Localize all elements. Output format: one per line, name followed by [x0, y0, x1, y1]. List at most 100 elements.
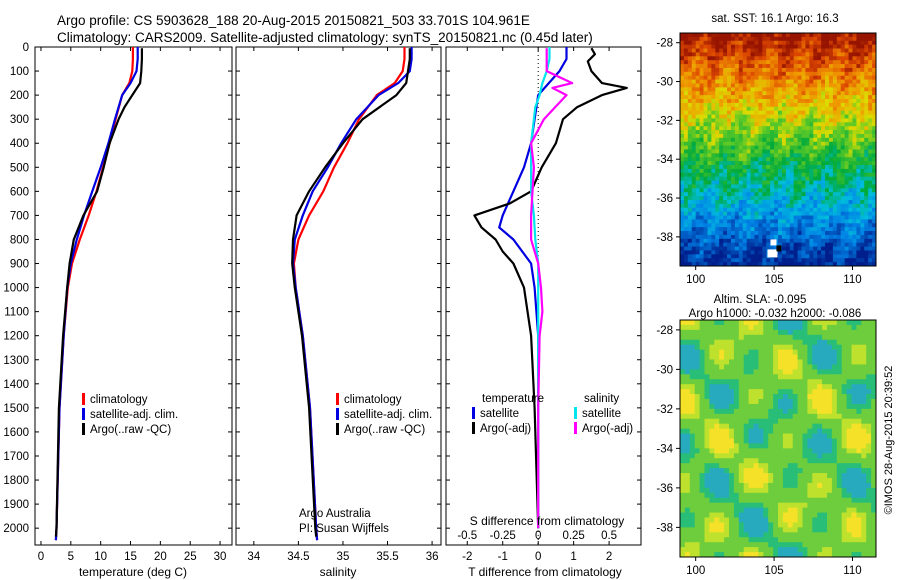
sla-cell [714, 492, 720, 499]
sla-cell [763, 497, 769, 504]
sst-cell [797, 33, 802, 38]
sla-cell [704, 423, 710, 430]
sst-cell [680, 231, 685, 236]
sst-cell [727, 36, 732, 42]
sst-cell [766, 199, 771, 205]
sla-cell [714, 384, 720, 390]
sst-cell [766, 157, 771, 162]
sla-cell [822, 364, 828, 370]
sst-cell [727, 141, 732, 147]
sst-cell [778, 231, 783, 236]
sla-cell [831, 453, 838, 459]
difference-panel [445, 46, 642, 546]
sla-cell [846, 349, 852, 355]
sst-cell [805, 168, 810, 174]
sst-cell [707, 157, 712, 162]
sst-cell [680, 165, 685, 170]
sst-cell [872, 192, 877, 197]
sst-cell [766, 122, 771, 127]
sst-cell [828, 203, 834, 209]
sla-cell [812, 428, 818, 434]
sst-cell [817, 56, 822, 61]
sst-cell [817, 168, 822, 174]
sst-cell [746, 114, 751, 119]
sla-cell [861, 428, 867, 434]
sst-cell [774, 172, 779, 178]
sst-cell [723, 262, 728, 267]
sst-cell [770, 33, 775, 38]
sst-cell [719, 250, 724, 255]
sst-cell [844, 165, 849, 170]
sla-cell [861, 448, 867, 454]
sst-cell [687, 60, 693, 65]
sla-cell [733, 453, 740, 459]
sla-cell [743, 468, 749, 474]
sst-cell [738, 145, 744, 150]
sst-cell [695, 223, 700, 228]
sla-cell [836, 443, 843, 449]
sst-cell [715, 153, 720, 158]
sst-cell [711, 207, 716, 213]
sla-cell [684, 320, 691, 326]
sla-cell [758, 408, 764, 415]
sst-cell [774, 227, 779, 232]
sst-cell [832, 99, 838, 104]
sst-cell [840, 83, 846, 88]
sst-cell [715, 33, 720, 38]
sla-cell [753, 512, 759, 518]
sst-cell [774, 258, 779, 263]
sst-cell [817, 141, 822, 147]
sst-cell [738, 188, 744, 193]
sst-cell [750, 44, 755, 49]
sst-cell [801, 184, 806, 189]
sla-cell [841, 423, 847, 430]
sla-cell [733, 527, 740, 533]
sst-cell [785, 102, 791, 108]
sla-cell [856, 403, 862, 410]
sst-cell [868, 227, 873, 232]
sst-cell [703, 60, 708, 65]
sst-cell [770, 165, 775, 170]
sst-cell [813, 211, 818, 216]
sst-cell [856, 219, 861, 224]
sla-cell [709, 453, 715, 459]
sst-cell [750, 234, 755, 240]
sst-cell [766, 215, 771, 220]
sla-cell [797, 502, 803, 509]
sst-cell [766, 231, 771, 236]
sst-cell [828, 180, 834, 185]
sla-cell [831, 463, 838, 469]
sla-cell [836, 324, 843, 331]
sst-cell [856, 91, 861, 96]
sla-cell [743, 517, 749, 523]
sla-cell [812, 394, 818, 400]
sla-cell [724, 453, 730, 459]
sst-cell [754, 114, 759, 119]
sst-cell [848, 180, 853, 185]
sst-cell [683, 56, 689, 61]
sla-cell [822, 522, 828, 528]
sst-cell [754, 40, 759, 46]
sst-cell [789, 250, 795, 255]
sla-cell [714, 438, 720, 444]
sla-cell [831, 502, 838, 509]
sst-cell [778, 180, 783, 185]
sst-cell [727, 180, 732, 185]
sla-cell [694, 458, 700, 464]
sst-cell [683, 106, 689, 112]
sla-cell [748, 502, 754, 509]
sst-cell [727, 254, 732, 259]
sst-cell [805, 33, 810, 38]
sla-cell [773, 399, 779, 405]
sst-cell [680, 95, 685, 100]
sla-cell [787, 433, 794, 439]
sst-cell [707, 153, 712, 158]
sst-cell [801, 254, 806, 259]
sst-cell [836, 122, 842, 127]
sst-cell [730, 165, 736, 170]
sst-cell [723, 79, 728, 84]
sst-cell [828, 223, 834, 228]
sla-cell [699, 359, 705, 365]
sst-cell [813, 196, 818, 201]
sla-cell [817, 478, 823, 484]
